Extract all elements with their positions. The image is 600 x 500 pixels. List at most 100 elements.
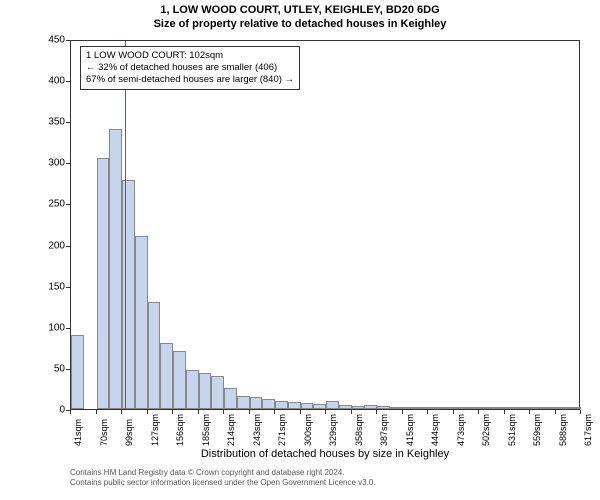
x-tick-mark	[580, 410, 581, 414]
histogram-bar	[313, 404, 326, 409]
histogram-bar	[466, 407, 479, 409]
x-tick-label: 300sqm	[303, 414, 313, 446]
x-tick-mark	[223, 410, 224, 414]
histogram-bar	[505, 407, 518, 409]
annotation-line: 67% of semi-detached houses are larger (…	[86, 74, 294, 86]
histogram-bar	[173, 351, 186, 409]
histogram-bar	[517, 407, 530, 409]
histogram-bar	[415, 407, 428, 409]
histogram-bar	[403, 407, 416, 409]
x-tick-mark	[96, 410, 97, 414]
histogram-bar	[148, 302, 161, 409]
x-tick-label: 358sqm	[354, 414, 364, 446]
x-tick-mark	[504, 410, 505, 414]
x-tick-label: 617sqm	[583, 414, 593, 446]
histogram-bar	[543, 407, 556, 409]
annotation-line: 1 LOW WOOD COURT: 102sqm	[86, 50, 294, 62]
x-tick-mark	[172, 410, 173, 414]
chart-title-sub: Size of property relative to detached ho…	[0, 16, 600, 30]
x-tick-mark	[555, 410, 556, 414]
y-tick-label: 150	[25, 281, 65, 292]
x-tick-label: 588sqm	[558, 414, 568, 446]
histogram-bar	[326, 401, 339, 409]
x-tick-label: 473sqm	[456, 414, 466, 446]
y-tick-label: 400	[25, 76, 65, 87]
histogram-bar	[364, 405, 377, 409]
histogram-bar	[122, 180, 135, 409]
y-tick-label: 200	[25, 240, 65, 251]
copyright-line-2: Contains public sector information licen…	[70, 478, 580, 488]
histogram-bar	[339, 405, 352, 409]
x-tick-mark	[300, 410, 301, 414]
histogram-bar	[301, 403, 314, 409]
histogram-bar	[454, 407, 467, 409]
histogram-bar	[288, 402, 301, 409]
x-tick-label: 502sqm	[481, 414, 491, 446]
x-tick-label: 444sqm	[430, 414, 440, 446]
histogram-bar	[262, 399, 275, 409]
copyright-line-1: Contains HM Land Registry data © Crown c…	[70, 468, 580, 478]
x-tick-label: 41sqm	[73, 419, 83, 446]
annotation-line: ← 32% of detached houses are smaller (40…	[86, 62, 294, 74]
histogram-bar	[275, 401, 288, 409]
x-tick-label: 387sqm	[379, 414, 389, 446]
x-tick-label: 99sqm	[124, 419, 134, 446]
histogram-bar	[250, 397, 263, 409]
x-tick-label: 271sqm	[277, 414, 287, 446]
histogram-bar	[492, 407, 505, 409]
histogram-bar	[428, 407, 441, 409]
y-tick-label: 100	[25, 322, 65, 333]
histogram-bar	[97, 158, 110, 409]
histogram-bar	[186, 370, 199, 409]
x-tick-mark	[427, 410, 428, 414]
histogram-bar	[352, 406, 365, 409]
x-tick-mark	[325, 410, 326, 414]
histogram-bar	[199, 373, 212, 409]
x-tick-mark	[453, 410, 454, 414]
histogram-bar	[377, 406, 390, 409]
chart-page: 1, LOW WOOD COURT, UTLEY, KEIGHLEY, BD20…	[0, 0, 600, 500]
x-axis-title: Distribution of detached houses by size …	[70, 448, 580, 460]
y-tick-label: 350	[25, 117, 65, 128]
histogram-bar	[211, 376, 224, 409]
histogram-bar	[568, 407, 581, 409]
histogram-bar	[71, 335, 84, 409]
y-tick-label: 0	[25, 405, 65, 416]
y-tick-label: 250	[25, 199, 65, 210]
annotation-box: 1 LOW WOOD COURT: 102sqm← 32% of detache…	[80, 46, 300, 90]
histogram-bar	[160, 343, 173, 409]
x-tick-mark	[274, 410, 275, 414]
x-tick-mark	[249, 410, 250, 414]
x-tick-label: 214sqm	[226, 414, 236, 446]
histogram-bar	[237, 396, 250, 409]
histogram-bar	[135, 236, 148, 409]
plot-area	[70, 40, 580, 410]
x-tick-label: 156sqm	[175, 414, 185, 446]
histogram-bar	[109, 129, 122, 409]
x-tick-label: 243sqm	[252, 414, 262, 446]
histogram-bar	[224, 388, 237, 409]
x-tick-mark	[198, 410, 199, 414]
x-tick-mark	[351, 410, 352, 414]
x-tick-label: 185sqm	[201, 414, 211, 446]
chart-title-main: 1, LOW WOOD COURT, UTLEY, KEIGHLEY, BD20…	[0, 0, 600, 16]
x-tick-mark	[70, 410, 71, 414]
x-tick-label: 415sqm	[405, 414, 415, 446]
histogram-bar	[556, 407, 569, 409]
x-tick-label: 70sqm	[99, 419, 109, 446]
histogram-bar	[390, 407, 403, 409]
copyright-text: Contains HM Land Registry data © Crown c…	[70, 468, 580, 489]
x-tick-mark	[478, 410, 479, 414]
y-tick-label: 300	[25, 158, 65, 169]
subject-property-marker	[125, 41, 126, 409]
x-tick-mark	[147, 410, 148, 414]
x-tick-mark	[376, 410, 377, 414]
y-tick-label: 50	[25, 363, 65, 374]
x-tick-label: 559sqm	[532, 414, 542, 446]
histogram-bar	[530, 407, 543, 409]
x-tick-label: 531sqm	[507, 414, 517, 446]
histogram-bar	[479, 407, 492, 409]
x-tick-mark	[121, 410, 122, 414]
x-tick-mark	[529, 410, 530, 414]
histogram-bar	[441, 407, 454, 409]
